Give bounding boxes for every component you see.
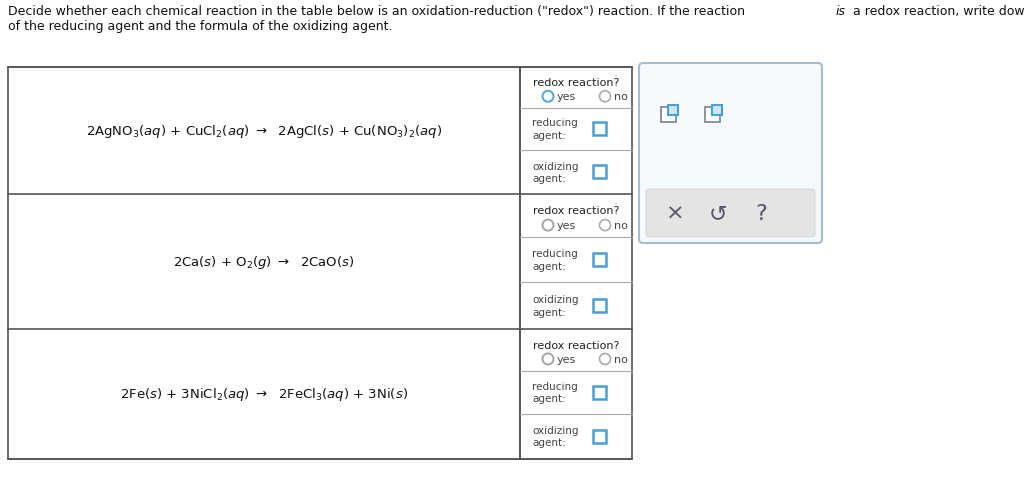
Text: no: no	[614, 221, 628, 231]
Text: yes: yes	[557, 221, 577, 231]
Bar	[593, 430, 606, 443]
Text: reducing
agent:: reducing agent:	[532, 381, 578, 404]
Text: yes: yes	[557, 354, 577, 364]
Bar	[520, 68, 632, 459]
Text: oxidizing
agent:: oxidizing agent:	[532, 161, 579, 183]
FancyBboxPatch shape	[646, 190, 815, 238]
Text: no: no	[614, 354, 628, 364]
Bar	[712, 106, 722, 116]
Text: of the reducing agent and the formula of the oxidizing agent.: of the reducing agent and the formula of…	[8, 20, 392, 33]
Text: a redox reaction, write down the form: a redox reaction, write down the form	[849, 5, 1024, 18]
Bar	[593, 166, 606, 179]
Text: yes: yes	[557, 92, 577, 102]
Text: redox reaction?: redox reaction?	[532, 340, 620, 350]
Text: 2Fe($\it{s}$) + 3NiCl$_2$($\it{aq}$) $\rightarrow$  2FeCl$_3$($\it{aq}$) + 3Ni($: 2Fe($\it{s}$) + 3NiCl$_2$($\it{aq}$) $\r…	[120, 386, 408, 403]
Bar	[593, 299, 606, 312]
Text: ?: ?	[755, 203, 767, 224]
Bar	[668, 106, 678, 116]
Text: ×: ×	[666, 203, 684, 224]
Bar	[662, 108, 676, 123]
Text: Decide whether each chemical reaction in the table below is an oxidation-reducti: Decide whether each chemical reaction in…	[8, 5, 749, 18]
Text: reducing
agent:: reducing agent:	[532, 118, 578, 141]
Text: redox reaction?: redox reaction?	[532, 206, 620, 216]
Text: oxidizing
agent:: oxidizing agent:	[532, 295, 579, 317]
Text: oxidizing
agent:: oxidizing agent:	[532, 425, 579, 447]
Bar	[593, 253, 606, 266]
Bar	[8, 68, 520, 459]
Text: redox reaction?: redox reaction?	[532, 78, 620, 88]
Text: 2AgNO$_3$($\it{aq}$) + CuCl$_2$($\it{aq}$) $\rightarrow$  2AgCl($\it{s}$) + Cu$\: 2AgNO$_3$($\it{aq}$) + CuCl$_2$($\it{aq}…	[86, 123, 442, 140]
Text: is: is	[836, 5, 846, 18]
Text: ↺: ↺	[709, 203, 727, 224]
Text: no: no	[614, 92, 628, 102]
Bar	[593, 386, 606, 399]
Bar	[593, 123, 606, 136]
Text: 2Ca($\it{s}$) + O$_2$($\it{g}$) $\rightarrow$  2CaO($\it{s}$): 2Ca($\it{s}$) + O$_2$($\it{g}$) $\righta…	[173, 253, 354, 270]
Text: reducing
agent:: reducing agent:	[532, 249, 578, 271]
FancyBboxPatch shape	[639, 64, 822, 244]
Bar	[705, 108, 720, 123]
